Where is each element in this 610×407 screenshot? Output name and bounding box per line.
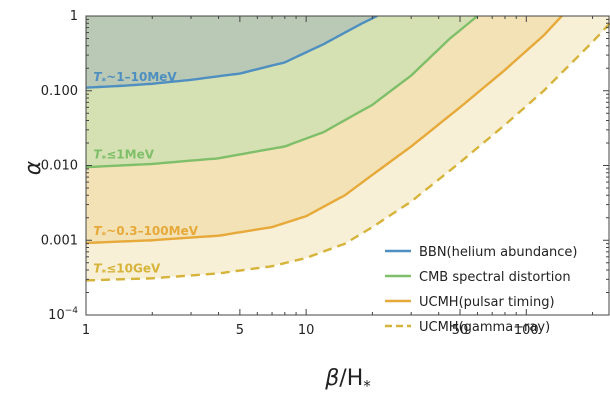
x-axis-title-beta: β	[324, 366, 339, 391]
legend: BBN(helium abundance) CMB spectral distor…	[385, 245, 578, 335]
y-tick-label-0: 10−4	[48, 306, 78, 323]
annotation-var: T	[93, 224, 102, 238]
series-line-3	[86, 22, 610, 282]
x-tick-label-3: 50	[452, 323, 469, 338]
y-tick-label-base: 10	[48, 308, 65, 323]
y-tick-label-4: 1	[70, 9, 78, 24]
annotation-var: T	[93, 262, 102, 276]
annotation-3: T*≤10GeV	[93, 262, 161, 279]
annotation-var: T	[93, 70, 102, 84]
annotation-text: ~1–10MeV	[106, 70, 177, 84]
x-axis-title-star: *	[363, 377, 371, 395]
legend-label-2: UCMH(pulsar timing)	[419, 295, 555, 310]
annotation-0: T*~1–10MeV	[93, 70, 177, 87]
y-tick-labels: 10−4 0.001 0.010 0.100 1	[41, 9, 78, 323]
y-tick-label-base: 0.001	[41, 233, 78, 248]
fill-region-0	[86, 16, 378, 88]
annotation-star: *	[102, 154, 107, 164]
annotation-1: T*≤1MeV	[93, 147, 154, 164]
x-axis-title: β/H*	[324, 366, 371, 395]
y-tick-label-2: 0.010	[41, 159, 78, 174]
y-tick-label-1: 0.001	[41, 233, 78, 248]
tick-marks	[85, 15, 609, 316]
series-lines	[86, 16, 610, 282]
annotation-star: *	[102, 231, 107, 241]
y-axis-title: α	[21, 160, 46, 175]
series-line-0	[86, 16, 378, 89]
series-line-2	[86, 16, 563, 245]
annotation-text: ≤10GeV	[106, 262, 161, 276]
annotation-text: ~0.3–100MeV	[106, 224, 198, 238]
annotation-star: *	[102, 77, 107, 87]
y-tick-label-base: 0.100	[41, 84, 78, 99]
annotation-2: T*~0.3–100MeV	[93, 224, 198, 241]
legend-label-0: BBN(helium abundance)	[419, 245, 578, 260]
y-tick-label-3: 0.100	[41, 84, 78, 99]
annotation-var: T	[93, 147, 102, 161]
y-tick-label-base: 0.010	[41, 159, 78, 174]
x-tick-label-1: 5	[236, 323, 244, 338]
x-tick-label-2: 10	[298, 323, 315, 338]
x-tick-label-4: 100	[514, 323, 539, 338]
legend-label-3: UCMH(gamma−ray)	[419, 320, 550, 335]
y-tick-label-base: 1	[70, 9, 78, 24]
region-fills	[86, 16, 610, 281]
series-line-1	[86, 16, 479, 169]
y-tick-label-sup: −4	[65, 306, 79, 316]
annotation-text: ≤1MeV	[106, 147, 154, 161]
x-tick-label-0: 1	[82, 323, 90, 338]
annotation-star: *	[102, 269, 107, 279]
x-axis-title-h: /H	[339, 366, 363, 391]
legend-label-1: CMB spectral distortion	[419, 270, 571, 285]
x-tick-labels: 1 5 10 50 100	[82, 323, 539, 338]
